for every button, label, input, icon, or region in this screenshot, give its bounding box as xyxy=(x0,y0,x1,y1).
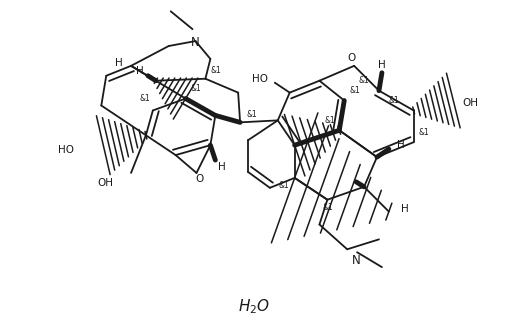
Text: HO: HO xyxy=(57,145,74,155)
Text: H: H xyxy=(401,204,408,214)
Text: O: O xyxy=(347,53,355,63)
Text: O: O xyxy=(196,174,204,184)
Text: H: H xyxy=(136,66,144,76)
Text: OH: OH xyxy=(97,178,113,188)
Text: H: H xyxy=(218,162,226,172)
Text: &1: &1 xyxy=(358,76,369,85)
Text: H: H xyxy=(397,140,404,150)
Text: OH: OH xyxy=(462,98,478,108)
Text: &1: &1 xyxy=(210,66,221,75)
Text: H$_2$O: H$_2$O xyxy=(238,297,270,316)
Text: N: N xyxy=(352,254,361,267)
Text: &1: &1 xyxy=(325,116,335,125)
Text: &1: &1 xyxy=(388,96,399,105)
Text: &1: &1 xyxy=(246,110,257,119)
Text: H: H xyxy=(378,60,386,70)
Text: &1: &1 xyxy=(279,181,290,190)
Text: H: H xyxy=(115,58,123,68)
Text: &1: &1 xyxy=(190,84,201,93)
Text: &1: &1 xyxy=(139,94,150,103)
Text: &1: &1 xyxy=(419,128,429,137)
Text: &1: &1 xyxy=(322,203,333,212)
Text: HO: HO xyxy=(252,74,268,84)
Text: N: N xyxy=(191,36,200,49)
Text: &1: &1 xyxy=(349,86,360,95)
